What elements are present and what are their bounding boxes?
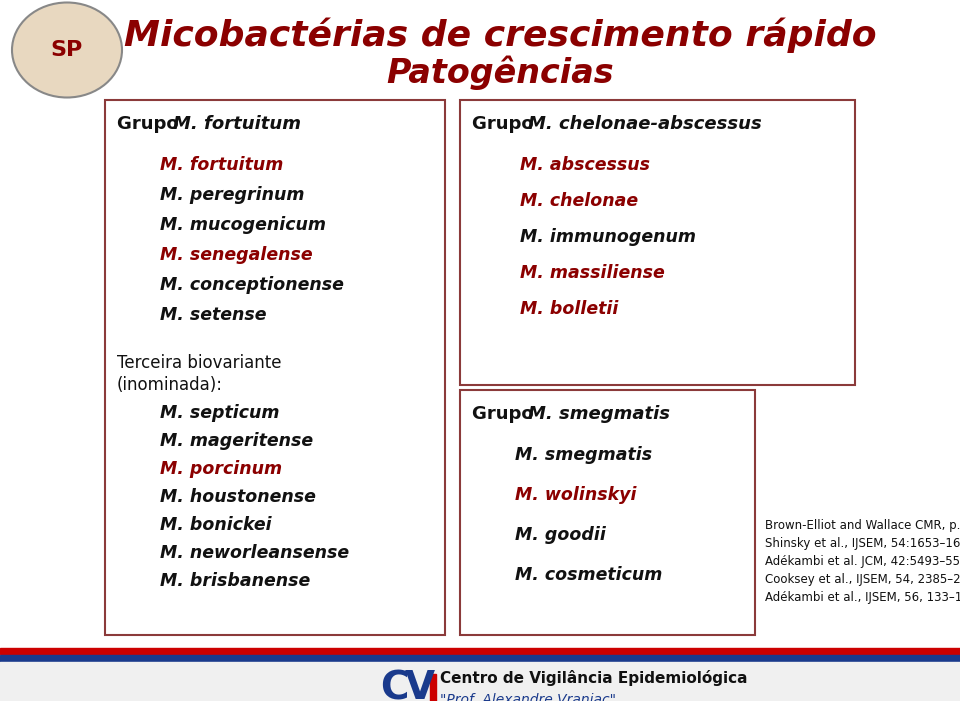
Text: M. fortuitum: M. fortuitum xyxy=(173,115,301,133)
Text: M. abscessus: M. abscessus xyxy=(520,156,650,174)
Text: M. bolletii: M. bolletii xyxy=(520,300,618,318)
Text: Adékambi et al., IJSEM, 56, 133–143, 2006: Adékambi et al., IJSEM, 56, 133–143, 200… xyxy=(765,590,960,604)
Text: M. smegmatis: M. smegmatis xyxy=(515,446,652,464)
Text: Patogências: Patogências xyxy=(386,56,613,90)
Text: "Prof. Alexandre Vranjac": "Prof. Alexandre Vranjac" xyxy=(440,693,616,701)
Text: M. brisbanense: M. brisbanense xyxy=(160,572,310,590)
Text: Cooksey et al., IJSEM, 54, 2385–2391, 2004: Cooksey et al., IJSEM, 54, 2385–2391, 20… xyxy=(765,573,960,585)
Text: M. cosmeticum: M. cosmeticum xyxy=(515,566,662,584)
Text: M. senegalense: M. senegalense xyxy=(160,246,313,264)
Text: V: V xyxy=(405,669,435,701)
Text: M. mucogenicum: M. mucogenicum xyxy=(160,216,326,234)
Text: M. chelonae-abscessus: M. chelonae-abscessus xyxy=(528,115,761,133)
Text: Terceira biovariante: Terceira biovariante xyxy=(117,354,281,372)
Text: (inominada):: (inominada): xyxy=(117,376,223,394)
Text: M. goodii: M. goodii xyxy=(515,526,606,544)
Text: M. fortuitum: M. fortuitum xyxy=(160,156,283,174)
Bar xyxy=(430,674,436,701)
Bar xyxy=(460,100,855,385)
Text: Brown-Elliot and Wallace CMR, p. 716–746, 2002.: Brown-Elliot and Wallace CMR, p. 716–746… xyxy=(765,519,960,531)
Text: Grupo: Grupo xyxy=(472,115,540,133)
Text: SP: SP xyxy=(51,40,84,60)
Text: M. smegmatis: M. smegmatis xyxy=(528,405,670,423)
Text: Micobactérias de crescimento rápido: Micobactérias de crescimento rápido xyxy=(124,18,876,53)
Bar xyxy=(0,655,960,661)
Text: M. houstonense: M. houstonense xyxy=(160,488,316,506)
Bar xyxy=(0,648,960,654)
Text: M. peregrinum: M. peregrinum xyxy=(160,186,304,204)
Text: M. septicum: M. septicum xyxy=(160,404,279,422)
Text: M. chelonae: M. chelonae xyxy=(520,192,638,210)
Text: C: C xyxy=(380,669,409,701)
Text: Grupo: Grupo xyxy=(472,405,540,423)
Bar xyxy=(105,100,445,635)
Text: M. neworleansense: M. neworleansense xyxy=(160,544,349,562)
Text: M. setense: M. setense xyxy=(160,306,267,324)
Text: M. bonickei: M. bonickei xyxy=(160,516,272,534)
Text: Adékambi et al. JCM, 42:5493–5501, 2004: Adékambi et al. JCM, 42:5493–5501, 2004 xyxy=(765,554,960,568)
Text: M. porcinum: M. porcinum xyxy=(160,460,282,478)
Ellipse shape xyxy=(12,3,122,97)
Text: Shinsky et al., IJSEM, 54:1653–1667, 2004: Shinsky et al., IJSEM, 54:1653–1667, 200… xyxy=(765,536,960,550)
Text: M. wolinskyi: M. wolinskyi xyxy=(515,486,636,504)
Bar xyxy=(460,390,755,635)
Bar xyxy=(0,662,960,701)
Text: M. mageritense: M. mageritense xyxy=(160,432,313,450)
Text: M. immunogenum: M. immunogenum xyxy=(520,228,696,246)
Text: M. conceptionense: M. conceptionense xyxy=(160,276,344,294)
Text: Grupo: Grupo xyxy=(117,115,185,133)
Text: Centro de Vigilância Epidemiológica: Centro de Vigilância Epidemiológica xyxy=(440,670,748,686)
Text: M. massiliense: M. massiliense xyxy=(520,264,664,282)
